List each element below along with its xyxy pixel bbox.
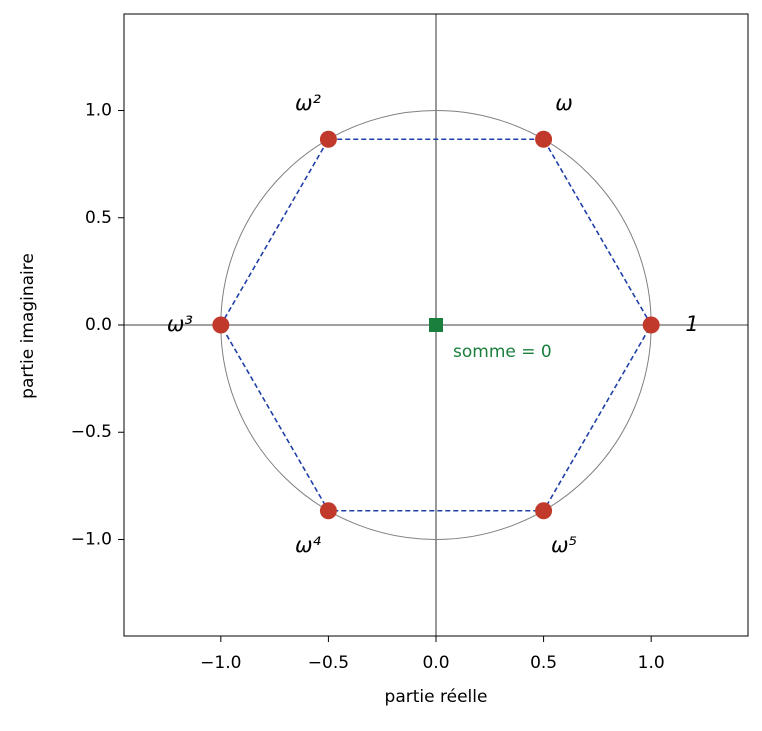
root-point <box>535 502 553 520</box>
x-tick-label: 0.5 <box>530 653 557 673</box>
root-point <box>319 130 337 148</box>
root-label: ω <box>555 91 573 115</box>
sum-label: somme = 0 <box>453 342 552 362</box>
sum-marker <box>429 318 443 332</box>
root-label: ω² <box>295 91 322 115</box>
root-label: ω⁵ <box>551 533 577 557</box>
x-axis-label: partie réelle <box>385 687 488 707</box>
y-tick-label: 0.0 <box>85 315 112 335</box>
plot-frame <box>123 13 749 637</box>
root-point <box>212 316 230 334</box>
y-tick-label: −1.0 <box>71 529 112 549</box>
x-tick-label: −1.0 <box>200 653 241 673</box>
x-tick-label: 1.0 <box>638 653 665 673</box>
y-axis-label: partie imaginaire <box>18 253 38 399</box>
root-label: ω⁴ <box>295 533 322 557</box>
y-tick-label: 0.5 <box>85 208 112 228</box>
y-tick-label: 1.0 <box>85 101 112 121</box>
root-point <box>319 502 337 520</box>
y-tick-label: −0.5 <box>71 422 112 442</box>
root-point <box>642 316 660 334</box>
root-label: 1 <box>685 312 698 336</box>
x-tick-label: −0.5 <box>308 653 349 673</box>
root-label: ω³ <box>167 312 193 336</box>
root-point <box>535 130 553 148</box>
x-tick-label: 0.0 <box>422 653 449 673</box>
